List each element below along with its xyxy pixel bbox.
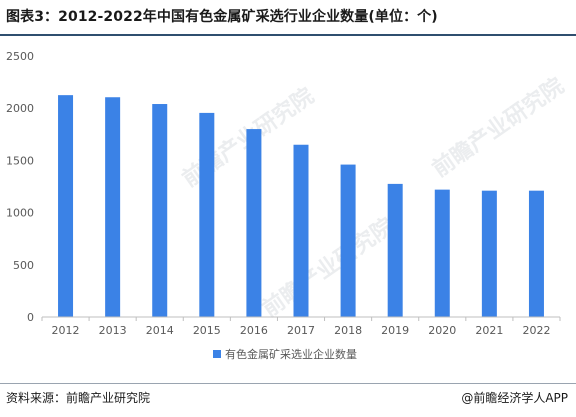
legend-label: 有色金属矿采选业企业数量 bbox=[225, 347, 357, 361]
x-tick-label: 2019 bbox=[381, 324, 409, 337]
x-tick-label: 2022 bbox=[522, 324, 550, 337]
x-tick-label: 2012 bbox=[52, 324, 80, 337]
x-tick-label: 2015 bbox=[193, 324, 221, 337]
bar-2021 bbox=[481, 190, 497, 317]
bar-2013 bbox=[105, 97, 121, 317]
y-axis: 0 500 1000 1500 2000 2500 bbox=[6, 50, 34, 324]
bar-2014 bbox=[152, 104, 168, 317]
bars bbox=[58, 95, 544, 318]
y-tick-label: 500 bbox=[13, 259, 34, 272]
y-tick-label: 0 bbox=[27, 311, 34, 324]
bar-2018 bbox=[340, 164, 356, 317]
legend: 有色金属矿采选业企业数量 bbox=[213, 347, 357, 361]
x-tick-label: 2018 bbox=[334, 324, 362, 337]
bar-2020 bbox=[434, 189, 450, 317]
x-tick-label: 2014 bbox=[146, 324, 174, 337]
x-tick-label: 2013 bbox=[99, 324, 127, 337]
bar-2022 bbox=[528, 190, 544, 317]
footer-divider bbox=[0, 383, 576, 384]
y-tick-label: 1500 bbox=[6, 154, 34, 167]
chart-title: 图表3：2012-2022年中国有色金属矿采选行业企业数量(单位：个) bbox=[6, 9, 438, 25]
x-axis: 2012 2013 2014 2015 2016 2017 2018 2019 2020 2021… bbox=[41, 317, 561, 337]
title-divider bbox=[0, 34, 576, 36]
legend-swatch bbox=[213, 350, 221, 358]
bar-2019 bbox=[387, 183, 403, 317]
x-tick-label: 2021 bbox=[475, 324, 503, 337]
brand-label: @前瞻经济学人APP bbox=[461, 391, 568, 405]
y-tick-label: 1000 bbox=[6, 207, 34, 220]
source-note: 资料来源：前瞻产业研究院 bbox=[6, 391, 151, 405]
x-tick-label: 2016 bbox=[240, 324, 268, 337]
x-tick-label: 2017 bbox=[287, 324, 315, 337]
bar-2012 bbox=[58, 95, 74, 318]
bar-2016 bbox=[246, 129, 262, 317]
y-tick-label: 2000 bbox=[6, 102, 34, 115]
x-tick-label: 2020 bbox=[428, 324, 456, 337]
y-tick-label: 2500 bbox=[6, 50, 34, 63]
bar-2017 bbox=[293, 144, 309, 317]
bar-2015 bbox=[199, 112, 215, 317]
